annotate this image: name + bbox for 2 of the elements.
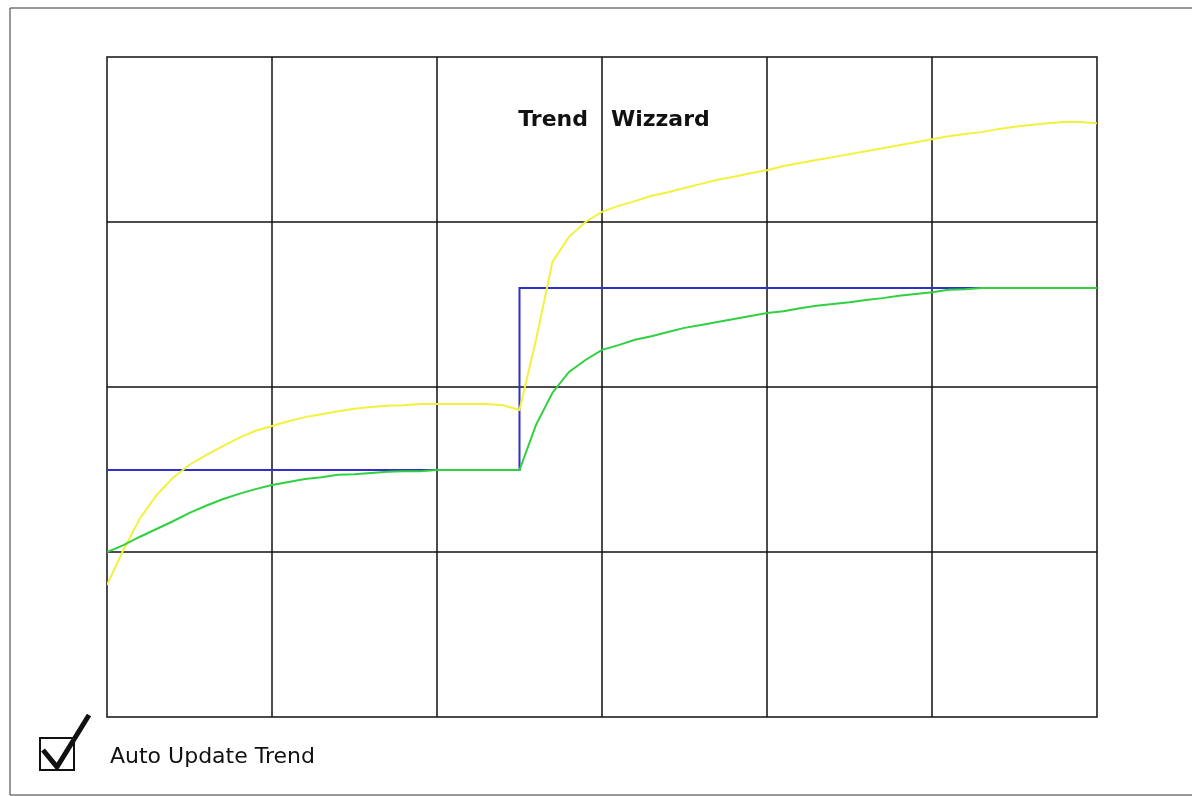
text: Auto Update Trend: [110, 743, 315, 768]
chart-title: Trend Wizzard: [518, 105, 710, 131]
